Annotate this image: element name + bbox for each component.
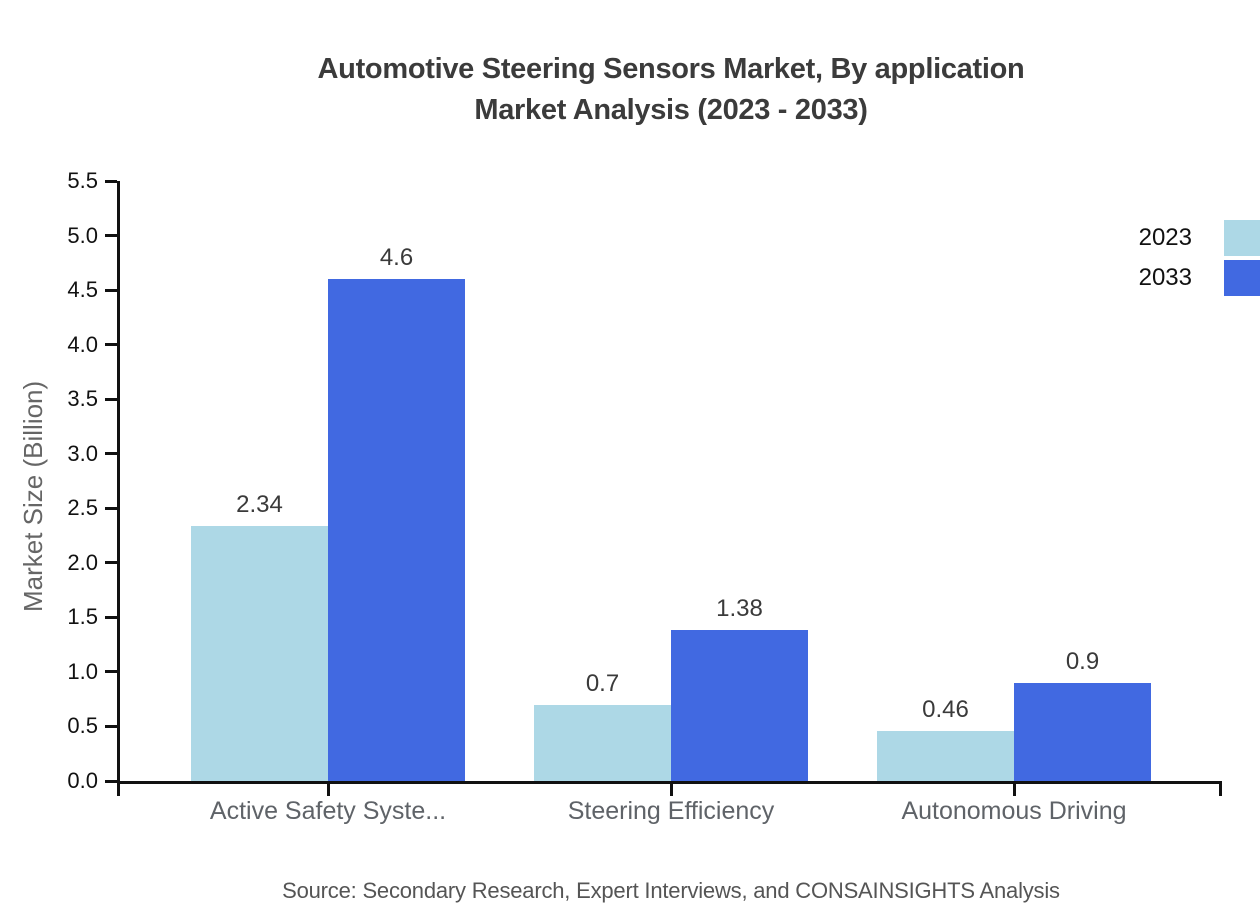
y-axis-tick (105, 724, 117, 728)
y-axis-tick-label: 0.0 (67, 768, 98, 793)
x-axis-right-end-tick (1219, 784, 1222, 796)
bar-value-label: 0.46 (922, 695, 969, 723)
chart-title-line2: Market Analysis (2023 - 2033) (474, 94, 868, 126)
bar-group: 2.34 4.6 Active Safety Syste... (191, 181, 465, 825)
y-axis-tick (105, 615, 117, 619)
bar-groups: 2.34 4.6 Active Safety Syste... 0.7 1.38 Stee… (120, 181, 1222, 825)
y-axis-tick-label: 0.5 (67, 713, 98, 739)
y-axis-tick-label: 1.5 (67, 604, 98, 630)
y-axis-tick-label: 5.0 (67, 222, 98, 248)
category-label: Active Safety Syste... (209, 797, 447, 825)
x-axis-tick (1013, 784, 1016, 796)
y-axis-tick (105, 288, 117, 292)
bar-group: 0.7 1.38 Steering Efficiency (534, 181, 808, 825)
legend-swatch (1224, 260, 1260, 296)
source-note: Source: Secondary Research, Expert Inter… (282, 878, 1060, 903)
bar-2033 (1014, 682, 1151, 781)
chart-title: Automotive Steering Sensors Market, By a… (120, 49, 1222, 131)
bar-2023 (191, 525, 328, 781)
chart-title-line1: Automotive Steering Sensors Market, By a… (317, 53, 1025, 85)
y-axis-tick (105, 561, 117, 565)
x-axis-left-end-tick (117, 784, 120, 796)
y-axis-tick (105, 506, 117, 510)
legend-item: 2033 (1139, 260, 1260, 296)
bar-value-label: 4.6 (379, 244, 414, 272)
y-axis-tick (105, 779, 117, 783)
legend-item: 2023 (1139, 220, 1260, 256)
y-axis-tick-label: 2.5 (67, 495, 98, 521)
legend-swatch (1224, 220, 1260, 256)
bar-value-label: 1.38 (716, 595, 763, 623)
bar-group: 0.46 0.9 Autonomous Driving (877, 181, 1151, 825)
bar-2033 (328, 279, 465, 781)
y-axis-tick (105, 179, 117, 183)
legend: 2023 2033 (1139, 220, 1260, 300)
x-axis-tick (670, 784, 673, 796)
x-axis-tick (327, 784, 330, 796)
y-axis-tick (105, 670, 117, 674)
y-axis-tick-label: 4.0 (67, 331, 98, 357)
y-axis-tick-label: 1.0 (67, 658, 98, 684)
y-axis-tick-label: 3.5 (67, 386, 98, 412)
y-axis-tick-label: 4.5 (67, 277, 98, 303)
y-axis-tick (105, 234, 117, 238)
category-label: Steering Efficiency (567, 797, 775, 825)
y-axis-tick (105, 343, 117, 347)
y-axis-tick-label: 5.5 (67, 168, 98, 193)
bar-value-label: 2.34 (236, 490, 283, 518)
bar-2033 (671, 630, 808, 781)
y-axis-tick (105, 397, 117, 401)
bar-2023 (877, 730, 1014, 781)
y-axis-tick-label: 2.0 (67, 549, 98, 575)
plot-area: 2.34 4.6 Active Safety Syste... 0.7 1.38 Stee… (67, 169, 1222, 825)
y-axis-tick (105, 452, 117, 456)
category-label: Autonomous Driving (901, 797, 1127, 825)
bar-value-label: 0.9 (1065, 647, 1100, 675)
bar-value-label: 0.7 (585, 669, 620, 697)
y-axis-tick-label: 3.0 (67, 440, 98, 466)
bar-2023 (534, 704, 671, 781)
legend-label: 2033 (1138, 264, 1192, 291)
legend-label: 2023 (1138, 224, 1192, 251)
